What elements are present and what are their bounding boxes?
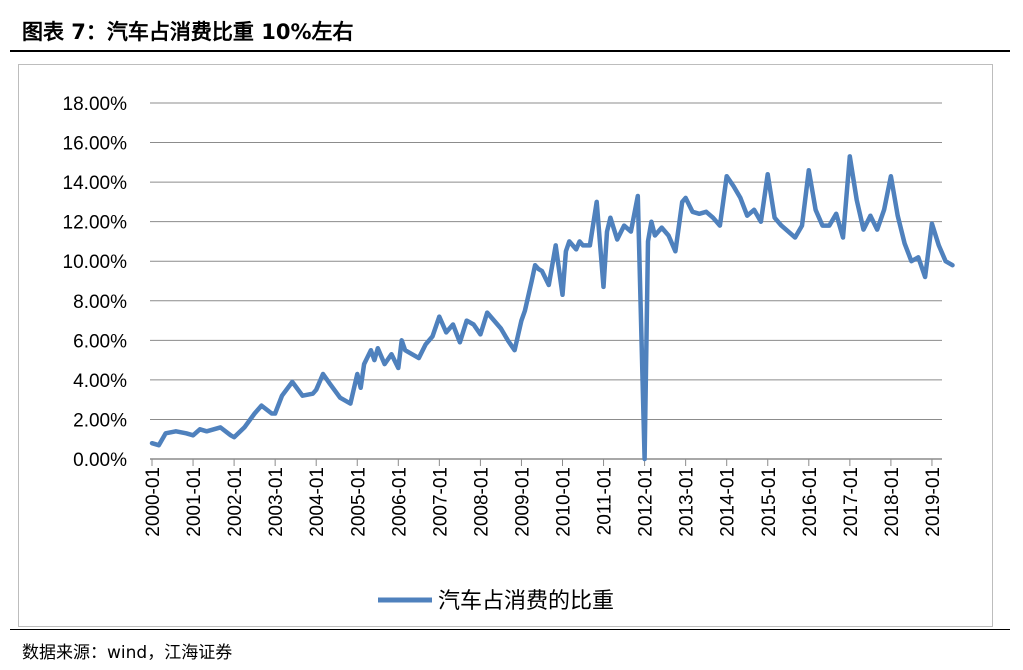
x-tick-label: 2009-01	[512, 467, 533, 537]
legend: 汽车占消费的比重	[378, 588, 614, 613]
x-tick-label: 2015-01	[759, 467, 780, 537]
y-tick-label: 16.00%	[63, 134, 128, 155]
x-tick-label: 2017-01	[841, 467, 862, 537]
source-note: 数据来源：wind，江海证券	[22, 643, 233, 663]
legend-label: 汽车占消费的比重	[438, 588, 614, 613]
y-tick-label: 0.00%	[73, 450, 127, 471]
x-tick-label: 2019-01	[923, 467, 944, 537]
y-tick-label: 6.00%	[73, 331, 127, 352]
x-tick-label: 2010-01	[554, 467, 575, 537]
x-axis-tick-labels: 2000-01 2001-01 2002-01 2003-01 2004-01 2005-…	[143, 467, 944, 537]
x-tick-label: 2000-01	[143, 467, 164, 537]
series-line	[149, 154, 955, 462]
x-tick-label: 2016-01	[800, 467, 821, 537]
y-tick-label: 2.00%	[73, 410, 127, 431]
x-tick-label: 2005-01	[348, 467, 369, 537]
x-tick-label: 2002-01	[225, 467, 246, 537]
y-tick-label: 12.00%	[63, 213, 128, 234]
y-tick-label: 10.00%	[63, 252, 128, 273]
grid-lines	[150, 102, 942, 420]
x-tick-label: 2013-01	[677, 467, 698, 537]
x-tick-label: 2014-01	[718, 467, 739, 537]
y-tick-label: 8.00%	[73, 292, 127, 313]
x-tick-label: 2012-01	[636, 467, 657, 537]
figure-title: 图表 7：汽车占消费比重 10%左右	[22, 20, 354, 44]
y-tick-label: 14.00%	[63, 173, 128, 194]
chart-frame	[18, 64, 993, 627]
x-tick-label: 2008-01	[471, 467, 492, 537]
x-tick-label: 2007-01	[430, 467, 451, 537]
x-tick-label: 2006-01	[389, 467, 410, 537]
x-tick-label: 2003-01	[266, 467, 287, 537]
x-tick-label: 2004-01	[307, 467, 328, 537]
y-tick-label: 4.00%	[73, 371, 127, 392]
title-rule	[10, 50, 1010, 52]
x-axis	[150, 458, 942, 466]
x-tick-label: 2011-01	[595, 467, 616, 535]
y-axis-tick-labels: 0.00% 2.00% 4.00% 6.00% 8.00% 10.00% 12.00% 14.…	[63, 94, 128, 471]
y-tick-label: 18.00%	[63, 94, 128, 115]
source-rule	[10, 629, 1010, 630]
x-tick-label: 2001-01	[184, 467, 205, 537]
series-group	[149, 154, 955, 462]
x-tick-label: 2018-01	[882, 467, 903, 537]
